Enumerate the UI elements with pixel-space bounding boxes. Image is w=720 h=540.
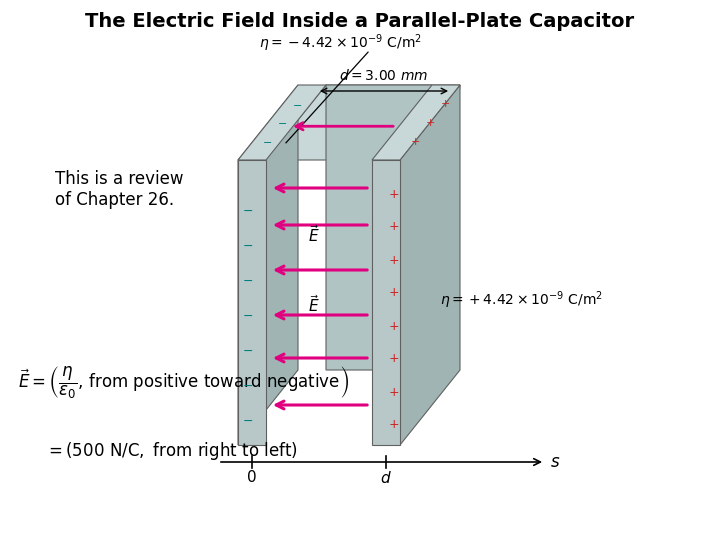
Polygon shape: [238, 85, 298, 445]
Text: $\vec{E} = \left(\dfrac{\eta}{\epsilon_0}\text{, from positive toward negative}\: $\vec{E} = \left(\dfrac{\eta}{\epsilon_0…: [18, 365, 349, 401]
Text: $\vec{E}$: $\vec{E}$: [308, 294, 320, 315]
Polygon shape: [372, 85, 460, 160]
Text: $-$: $-$: [292, 99, 302, 109]
Text: $+$: $+$: [388, 187, 400, 200]
Text: This is a review
of Chapter 26.: This is a review of Chapter 26.: [55, 170, 184, 209]
Text: $+$: $+$: [388, 220, 400, 233]
Text: $\eta = -4.42 \times 10^{-9}$ C/m$^2$: $\eta = -4.42 \times 10^{-9}$ C/m$^2$: [258, 32, 421, 54]
Text: $-$: $-$: [242, 239, 253, 252]
Text: $-$: $-$: [262, 136, 272, 146]
Text: $+$: $+$: [388, 386, 400, 399]
Text: $+$: $+$: [388, 287, 400, 300]
Text: $-$: $-$: [277, 118, 287, 127]
Text: $s$: $s$: [550, 453, 560, 471]
Text: $-$: $-$: [242, 273, 253, 287]
Text: $+$: $+$: [410, 136, 420, 147]
Polygon shape: [326, 85, 460, 370]
Text: $+$: $+$: [425, 117, 435, 128]
Text: $-$: $-$: [242, 308, 253, 321]
Text: $= (500\ \mathrm{N/C,\ from\ right\ to\ left})$: $= (500\ \mathrm{N/C,\ from\ right\ to\ …: [45, 440, 298, 462]
Text: $-$: $-$: [242, 204, 253, 217]
Text: 0: 0: [247, 470, 257, 485]
Text: $+$: $+$: [440, 98, 450, 109]
Text: The Electric Field Inside a Parallel-Plate Capacitor: The Electric Field Inside a Parallel-Pla…: [86, 12, 634, 31]
Text: $\eta = +4.42 \times 10^{-9}$ C/m$^2$: $\eta = +4.42 \times 10^{-9}$ C/m$^2$: [440, 289, 603, 311]
Polygon shape: [266, 85, 432, 160]
Text: $+$: $+$: [388, 320, 400, 333]
Polygon shape: [372, 160, 400, 445]
Text: $\vec{E}$: $\vec{E}$: [308, 225, 320, 246]
Polygon shape: [238, 85, 326, 160]
Text: $+$: $+$: [388, 253, 400, 267]
Text: $-$: $-$: [242, 379, 253, 392]
Polygon shape: [238, 160, 266, 445]
Polygon shape: [400, 85, 460, 445]
Text: $-$: $-$: [242, 343, 253, 356]
Text: $d = 3.00$ mm: $d = 3.00$ mm: [339, 68, 428, 83]
Text: $+$: $+$: [388, 353, 400, 366]
Text: $-$: $-$: [242, 414, 253, 427]
Text: $d$: $d$: [380, 470, 392, 486]
Text: $+$: $+$: [388, 418, 400, 431]
